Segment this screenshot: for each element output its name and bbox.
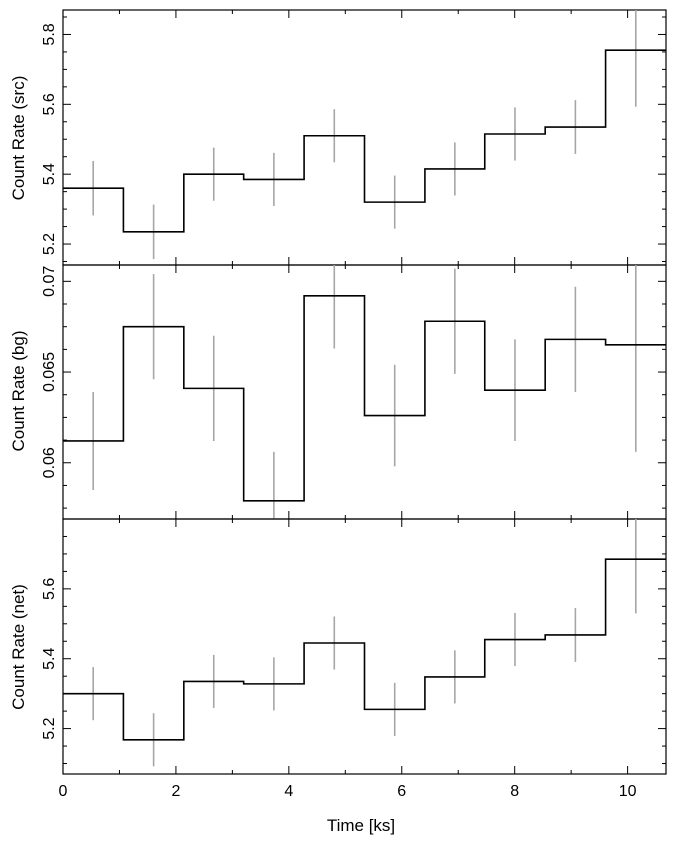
src-y-tick-label: 5.6 (41, 93, 58, 115)
net-plot-frame (62, 518, 667, 775)
bg-y-tick-label: 0.06 (41, 447, 58, 478)
x-axis-label: Time [ks] (327, 816, 395, 835)
net-x-tick-label: 8 (510, 783, 519, 800)
net-x-tick-label: 10 (619, 783, 637, 800)
src-y-tick-label: 5.4 (41, 163, 58, 185)
bg-y-tick-label: 0.065 (41, 352, 58, 392)
src-step-series (63, 49, 666, 233)
src-y-tick-label: 5.8 (41, 23, 58, 45)
net-x-tick-label: 0 (59, 783, 68, 800)
src-y-tick-label: 5.2 (41, 233, 58, 255)
bg-step-series (63, 295, 666, 502)
bg-count-rate-panel: 0.06 0.065 0.07 (41, 264, 667, 520)
net-x-tick-label: 2 (171, 783, 180, 800)
bg-y-axis-label: Count Rate (bg) (9, 331, 28, 452)
net-count-rate-panel: 5.2 5.4 5.6 0 2 4 6 8 10 (41, 518, 667, 800)
net-x-tick-label: 6 (397, 783, 406, 800)
src-y-axis-label: Count Rate (src) (9, 76, 28, 201)
net-y-tick-label: 5.6 (41, 578, 58, 600)
net-y-axis-label: Count Rate (net) (9, 584, 28, 710)
src-count-rate-panel: 5.2 5.4 5.6 5.8 (41, 9, 667, 266)
net-y-tick-label: 5.4 (41, 648, 58, 670)
net-step-series (63, 558, 666, 741)
bg-y-tick-label: 0.07 (41, 266, 58, 297)
net-y-tick-label: 5.2 (41, 717, 58, 739)
net-x-tick-label: 4 (284, 783, 293, 800)
